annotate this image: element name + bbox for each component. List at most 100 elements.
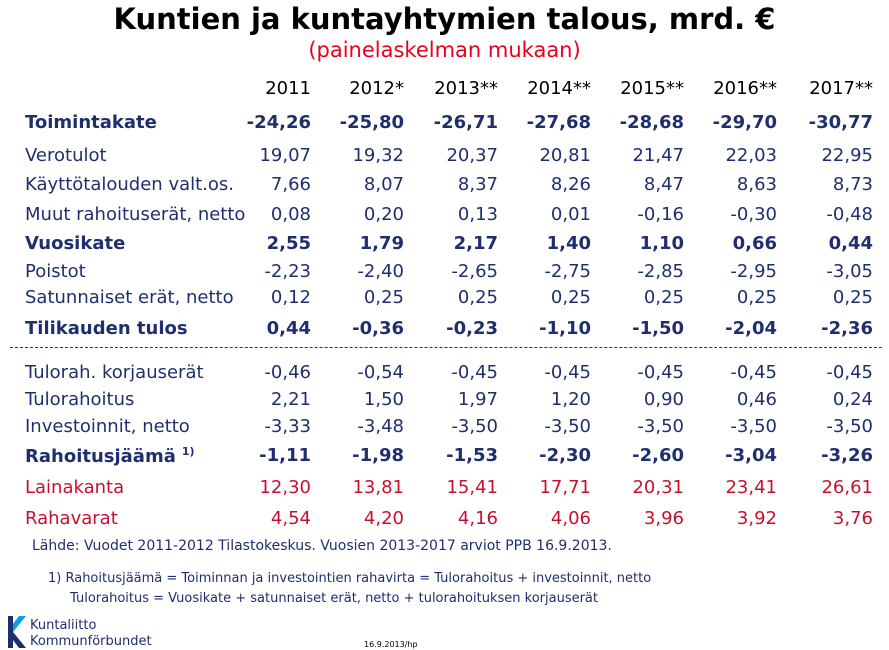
row-label: Poistot — [25, 261, 86, 282]
logo-text-fi: Kuntaliitto — [30, 618, 97, 633]
table-cell: -0,30 — [730, 204, 777, 225]
row-label-text: Käyttötalouden valt.os. — [25, 174, 235, 195]
table-cell: 13,81 — [352, 477, 404, 498]
table-cell: 8,47 — [643, 174, 684, 195]
year-header: 2012* — [349, 78, 404, 99]
table-cell: -3,50 — [544, 416, 591, 437]
table-cell: 20,81 — [539, 145, 591, 166]
row-label-text: Tilikauden tulos — [25, 318, 188, 339]
table-cell: 20,31 — [632, 477, 684, 498]
table-cell: 0,13 — [457, 204, 498, 225]
table-cell: 1,50 — [363, 389, 404, 410]
kuntaliitto-logo-icon — [8, 616, 26, 648]
table-cell: 21,47 — [632, 145, 684, 166]
table-cell: 0,25 — [736, 287, 777, 308]
table-cell: -2,23 — [264, 261, 311, 282]
table-cell: 0,66 — [732, 233, 777, 254]
row-label: Investoinnit, netto — [25, 416, 190, 437]
row-label-text: Poistot — [25, 261, 86, 282]
source-note: Lähde: Vuodet 2011-2012 Tilastokeskus. V… — [32, 538, 612, 554]
table-cell: 0,44 — [266, 318, 311, 339]
row-label-text: Lainakanta — [25, 477, 125, 498]
table-cell: 4,20 — [363, 508, 404, 529]
table-cell: -0,45 — [451, 362, 498, 383]
table-cell: -3,04 — [725, 445, 777, 466]
table-cell: -0,54 — [357, 362, 404, 383]
logo-text-sv: Kommunförbundet — [30, 634, 152, 649]
table-cell: -2,95 — [730, 261, 777, 282]
table-cell: -0,36 — [352, 318, 404, 339]
table-cell: -1,10 — [539, 318, 591, 339]
row-label-text: Rahavarat — [25, 508, 118, 529]
table-cell: -30,77 — [808, 112, 873, 133]
table-cell: 8,37 — [457, 174, 498, 195]
table-cell: 23,41 — [725, 477, 777, 498]
row-label-text: Investoinnit, netto — [25, 416, 190, 437]
year-header: 2013** — [434, 78, 498, 99]
table-cell: -1,50 — [632, 318, 684, 339]
table-cell: 19,32 — [352, 145, 404, 166]
date-note: 16.9.2013/hp — [364, 640, 418, 649]
row-label: Vuosikate — [25, 233, 125, 254]
table-cell: 0,25 — [550, 287, 591, 308]
table-cell: -2,30 — [539, 445, 591, 466]
row-label: Lainakanta — [25, 477, 124, 498]
table-cell: 0,46 — [736, 389, 777, 410]
table-cell: -24,26 — [246, 112, 311, 133]
table-cell: -2,65 — [451, 261, 498, 282]
table-cell: 19,07 — [259, 145, 311, 166]
year-header: 2011 — [265, 78, 311, 99]
table-cell: -3,50 — [637, 416, 684, 437]
year-header: 2017** — [809, 78, 873, 99]
table-cell: 2,55 — [266, 233, 311, 254]
year-header: 2016** — [713, 78, 777, 99]
table-cell: 0,24 — [832, 389, 873, 410]
row-label: Satunnaiset erät, netto — [25, 287, 234, 308]
table-cell: 4,54 — [270, 508, 311, 529]
table-cell: -28,68 — [619, 112, 684, 133]
table-cell: 4,16 — [457, 508, 498, 529]
row-label: Tilikauden tulos — [25, 318, 188, 339]
table-cell: 0,25 — [363, 287, 404, 308]
table-cell: 1,20 — [550, 389, 591, 410]
table-cell: -26,71 — [433, 112, 498, 133]
year-header: 2014** — [527, 78, 591, 99]
table-cell: 8,63 — [736, 174, 777, 195]
table-cell: -0,46 — [264, 362, 311, 383]
table-cell: -2,04 — [725, 318, 777, 339]
table-cell: -0,45 — [544, 362, 591, 383]
table-cell: 12,30 — [259, 477, 311, 498]
table-cell: -0,45 — [637, 362, 684, 383]
table-cell: -3,33 — [264, 416, 311, 437]
table-cell: 1,79 — [359, 233, 404, 254]
table-cell: -0,16 — [637, 204, 684, 225]
table-cell: 0,25 — [643, 287, 684, 308]
table-cell: -2,36 — [821, 318, 873, 339]
row-label-text: Muut rahoituserät, netto — [25, 204, 246, 225]
table-cell: -1,11 — [259, 445, 311, 466]
row-label: Tulorah. korjauserät — [25, 362, 204, 383]
table-cell: -3,50 — [730, 416, 777, 437]
table-cell: 3,96 — [643, 508, 684, 529]
table-cell: -27,68 — [526, 112, 591, 133]
table-cell: -2,75 — [544, 261, 591, 282]
table-cell: -2,60 — [632, 445, 684, 466]
table-cell: -2,40 — [357, 261, 404, 282]
table-cell: 0,25 — [457, 287, 498, 308]
table-cell: 20,37 — [446, 145, 498, 166]
table-cell: 1,40 — [546, 233, 591, 254]
table-cell: -25,80 — [339, 112, 404, 133]
table-cell: -3,05 — [826, 261, 873, 282]
row-label: Käyttötalouden valt.os. — [25, 174, 234, 195]
table-cell: 8,73 — [832, 174, 873, 195]
table-cell: 8,26 — [550, 174, 591, 195]
row-label: Tulorahoitus — [25, 389, 134, 410]
table-cell: 22,03 — [725, 145, 777, 166]
row-label: Toimintakate — [25, 112, 157, 133]
row-label-text: Tulorah. korjauserät — [25, 362, 204, 383]
year-header: 2015** — [620, 78, 684, 99]
table-cell: 26,61 — [821, 477, 873, 498]
row-label: Rahavarat — [25, 508, 118, 529]
table-cell: 2,17 — [453, 233, 498, 254]
row-label-text: Satunnaiset erät, netto — [25, 287, 234, 308]
